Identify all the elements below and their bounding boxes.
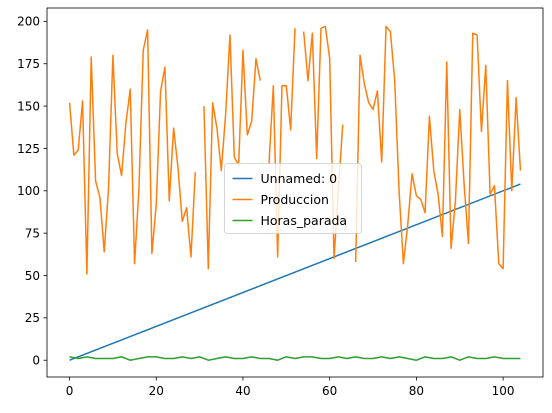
series-line bbox=[69, 356, 521, 361]
y-tick-label: 50 bbox=[25, 269, 40, 283]
y-tick-label: 100 bbox=[17, 184, 40, 198]
y-tick-label: 0 bbox=[32, 354, 40, 368]
legend-frame bbox=[224, 163, 362, 234]
x-tick-label: 20 bbox=[149, 384, 164, 398]
x-tick-label: 80 bbox=[409, 384, 424, 398]
series-produccion bbox=[68, 25, 522, 275]
plot-area bbox=[68, 25, 522, 361]
series-line bbox=[68, 25, 522, 275]
y-tick-label: 200 bbox=[17, 15, 40, 29]
series-horas-parada bbox=[69, 356, 521, 361]
x-tick-label: 0 bbox=[66, 384, 74, 398]
legend: Unnamed: 0 Produccion Horas_parada bbox=[224, 163, 362, 234]
y-axis: 0 25 50 75 100 125 150 175 200 bbox=[17, 15, 47, 368]
legend-label: Horas_parada bbox=[261, 213, 348, 228]
y-tick-label: 150 bbox=[17, 99, 40, 113]
legend-label: Produccion bbox=[261, 192, 329, 207]
x-axis: 0 20 40 60 80 100 bbox=[66, 377, 515, 398]
series-unnamed-0 bbox=[69, 183, 521, 361]
x-tick-label: 40 bbox=[235, 384, 250, 398]
y-tick-label: 175 bbox=[17, 57, 40, 71]
series-line bbox=[69, 183, 521, 361]
x-tick-label: 60 bbox=[322, 384, 337, 398]
axes-frame bbox=[46, 7, 544, 378]
legend-label: Unnamed: 0 bbox=[261, 171, 338, 186]
y-tick-label: 125 bbox=[17, 142, 40, 156]
y-tick-label: 25 bbox=[25, 311, 40, 325]
x-tick-label: 100 bbox=[492, 384, 515, 398]
y-tick-label: 75 bbox=[25, 226, 40, 240]
